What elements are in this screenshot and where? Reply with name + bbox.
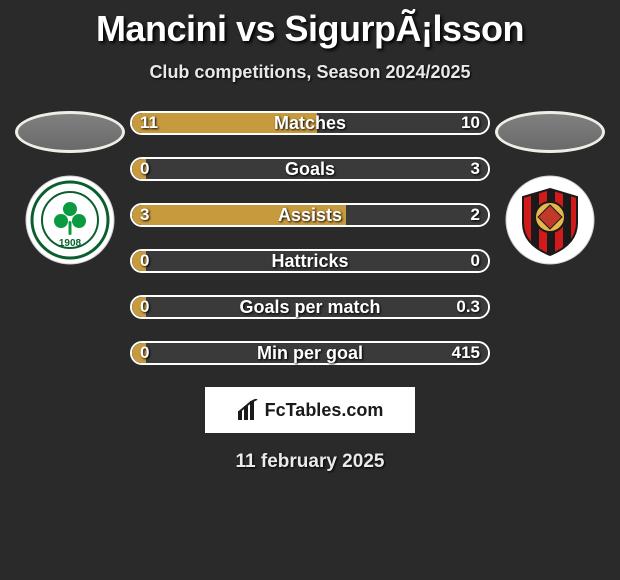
striped-shield-badge-icon (505, 175, 595, 265)
stat-value-right: 0.3 (456, 297, 480, 317)
stat-value-right: 2 (471, 205, 480, 225)
stat-value-left: 11 (140, 113, 158, 133)
stat-label: Goals (285, 159, 335, 180)
source-logo: FcTables.com (205, 387, 415, 433)
stat-value-right: 0 (471, 251, 480, 271)
content-row: 1908 11 Matches 10 0 Goals 3 3 Assists 2 0 Hattric… (0, 111, 620, 365)
stat-value-right: 3 (471, 159, 480, 179)
club-badge-right (505, 175, 595, 265)
stats-column: 11 Matches 10 0 Goals 3 3 Assists 2 0 Hattricks 0 0 G… (130, 111, 490, 365)
stat-label: Matches (274, 113, 346, 134)
shamrock-badge-icon: 1908 (25, 175, 115, 265)
stat-label: Hattricks (271, 251, 348, 272)
stat-value-left: 3 (140, 205, 149, 225)
stat-value-right: 10 (461, 113, 480, 133)
player-photo-right (495, 111, 605, 153)
stat-value-left: 0 (140, 159, 149, 179)
stat-label: Goals per match (239, 297, 380, 318)
player-right-name: SigurpÃ¡lsson (285, 8, 525, 49)
player-left-name: Mancini (96, 8, 227, 49)
stat-row: 11 Matches 10 (130, 111, 490, 135)
stat-value-left: 0 (140, 297, 149, 317)
stat-row: 3 Assists 2 (130, 203, 490, 227)
stat-row: 0 Min per goal 415 (130, 341, 490, 365)
stat-row: 0 Goals per match 0.3 (130, 295, 490, 319)
bar-chart-icon (237, 399, 259, 421)
comparison-container: Mancini vs SigurpÃ¡lsson Club competitio… (0, 0, 620, 580)
subtitle: Club competitions, Season 2024/2025 (149, 62, 470, 83)
stat-row: 0 Goals 3 (130, 157, 490, 181)
stat-label: Min per goal (257, 343, 363, 364)
stat-label: Assists (278, 205, 342, 226)
svg-text:1908: 1908 (59, 238, 82, 249)
right-column (490, 111, 610, 265)
player-photo-left (15, 111, 125, 153)
stat-value-left: 0 (140, 251, 149, 271)
club-badge-left: 1908 (25, 175, 115, 265)
logo-text: FcTables.com (265, 400, 384, 421)
stat-value-right: 415 (452, 343, 480, 363)
title-vs: vs (236, 8, 275, 49)
stat-value-left: 0 (140, 343, 149, 363)
left-column: 1908 (10, 111, 130, 265)
stat-row: 0 Hattricks 0 (130, 249, 490, 273)
date-text: 11 february 2025 (236, 451, 385, 473)
page-title: Mancini vs SigurpÃ¡lsson (96, 8, 524, 50)
